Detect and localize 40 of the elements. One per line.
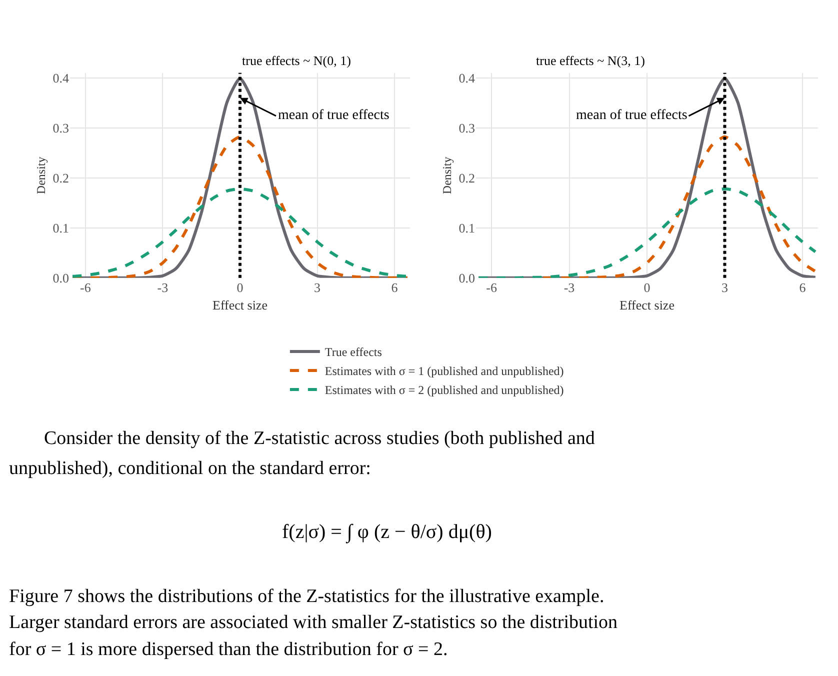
x-tick-label: 6 xyxy=(391,280,398,295)
line-series xyxy=(71,187,409,278)
x-axis-title: Effect size xyxy=(620,297,675,312)
line-series xyxy=(477,187,817,278)
y-tick-label: 0.1 xyxy=(458,220,475,236)
y-tick-label: 0.3 xyxy=(52,120,69,136)
annotation: mean of true effects xyxy=(278,108,390,123)
y-tick-label: 0.2 xyxy=(458,170,475,186)
chart-title: true effects ~ N(3, 1) xyxy=(536,53,645,68)
y-tick-label: 0.1 xyxy=(52,220,69,236)
x-tick-label: -3 xyxy=(564,280,575,295)
text: unpublished), conditional on the standard error: xyxy=(9,458,371,479)
x-tick-label: 3 xyxy=(314,280,321,295)
y-axis-title: Density xyxy=(34,156,48,194)
x-tick-label: 0 xyxy=(236,280,244,295)
caption: Figure 7 shows the distributions of the Z-statistics for the illustrative example. xyxy=(9,586,604,607)
legend-label: True effects xyxy=(324,345,382,360)
text: f(z|σ) = ∫ φ (z − θ/σ) dμ(θ) xyxy=(282,521,492,544)
y-tick-label: 0.0 xyxy=(458,270,475,286)
y-tick-label: 0.4 xyxy=(458,70,476,86)
y-axis-title: Density xyxy=(440,156,454,194)
y-tick-label: 0.3 xyxy=(458,120,475,136)
chart-title: true effects ~ N(0, 1) xyxy=(242,53,351,68)
y-tick-label: 0.0 xyxy=(52,270,69,286)
text: Consider the density of the Z-statistic across studies (both published and xyxy=(44,428,596,449)
x-tick-label: 3 xyxy=(721,280,728,295)
x-tick-label: -6 xyxy=(486,280,498,295)
annotation: mean of true effects xyxy=(576,108,688,123)
y-tick-label: 0.4 xyxy=(52,70,70,86)
x-axis-title: Effect size xyxy=(212,297,268,312)
y-tick-label: 0.2 xyxy=(52,170,69,186)
line-series xyxy=(542,135,817,278)
x-tick-label: -3 xyxy=(157,280,168,295)
x-tick-label: 6 xyxy=(799,280,806,295)
legend-label: Estimates with σ = 1 (published and unpublished) xyxy=(324,364,564,378)
legend-label: Estimates with σ = 2 (published and unpublished) xyxy=(324,383,564,398)
x-tick-label: -6 xyxy=(80,280,92,295)
text: Larger standard errors are associated with smaller Z-statistics so the distribution xyxy=(9,612,618,633)
text: for σ = 1 is more dispersed than the distribution for σ = 2. xyxy=(9,639,448,660)
x-tick-label: 0 xyxy=(644,280,650,295)
